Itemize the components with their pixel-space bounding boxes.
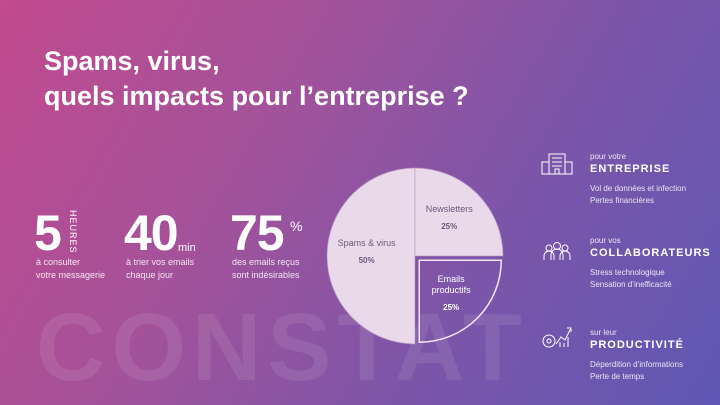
stat-unit: % <box>290 218 303 234</box>
stat-value: 5 <box>34 205 62 261</box>
page-title: Spams, virus, quels impacts pour l’entre… <box>44 44 469 114</box>
pie-slice-label: Emails <box>438 274 466 284</box>
pie-slice-label: Newsletters <box>426 204 474 214</box>
impact-detail: Sensation d’inefficacité <box>590 280 672 289</box>
impact-intro: pour votre <box>590 152 627 161</box>
impact-category: PRODUCTIVITÉ <box>590 339 684 351</box>
stat-description: à trier vos emails chaque jour <box>126 256 246 282</box>
stat-description: à consulter votre messagerie <box>36 256 156 282</box>
pie-slice-emails-productifs <box>418 259 502 343</box>
impact-intro: sur leur <box>590 328 617 337</box>
stat-desc-line: votre messagerie <box>36 270 106 280</box>
stat-unit: HEURES <box>68 210 78 254</box>
stat-description: des emails reçus sont indésirables <box>232 256 352 282</box>
stat-desc-line: à trier vos emails <box>126 257 195 267</box>
stat-desc-line: à consulter <box>36 257 81 267</box>
stat-value: 75 <box>230 205 285 261</box>
team-icon <box>543 242 571 260</box>
stat-value: 40 <box>124 205 179 261</box>
stat-desc-line: des emails reçus <box>232 257 300 267</box>
stat-percent: 75 % des emails reçus sont indésirables <box>230 205 302 280</box>
impact-category: ENTREPRISE <box>590 163 671 175</box>
pie-slice-value: 25% <box>443 303 459 312</box>
productivity-chart-icon <box>542 327 572 348</box>
stat-hours: 5 HEURES à consulter votre messagerie <box>34 205 105 280</box>
impact-entreprise: pour votre ENTREPRISE Vol de données et … <box>590 152 686 207</box>
impact-intro: pour vos <box>590 236 621 245</box>
title-line-1: Spams, virus, <box>44 46 220 76</box>
impact-detail: Perte de temps <box>590 372 645 381</box>
building-icon <box>541 153 573 175</box>
pie-slice-spams-virus <box>326 167 416 345</box>
impact-category: COLLABORATEURS <box>590 247 711 259</box>
pie-slice-value: 25% <box>441 222 457 231</box>
stat-minutes: 40 min à trier vos emails chaque jour <box>124 205 196 280</box>
pie-slice-label: productifs <box>432 285 472 295</box>
impact-detail: Déperdition d’informations <box>590 360 683 369</box>
stat-unit: min <box>178 242 196 254</box>
stat-desc-line: sont indésirables <box>232 270 300 280</box>
pie-slice-label: Spams & virus <box>338 238 397 248</box>
impact-detail: Stress technologique <box>590 268 665 277</box>
background-watermark-text: CONSTAT <box>36 294 528 401</box>
impact-detail: Vol de données et infection <box>590 184 687 193</box>
impact-collaborateurs: pour vos COLLABORATEURS Stress technolog… <box>590 236 711 291</box>
pie-slice-value: 50% <box>359 256 375 265</box>
stat-desc-line: chaque jour <box>126 270 174 280</box>
impact-productivite: sur leur PRODUCTIVITÉ Déperdition d’info… <box>590 328 684 383</box>
title-line-2: quels impacts pour l’entreprise ? <box>44 81 469 111</box>
pie-slice-newsletters <box>414 167 504 257</box>
impact-detail: Pertes financières <box>590 196 655 205</box>
